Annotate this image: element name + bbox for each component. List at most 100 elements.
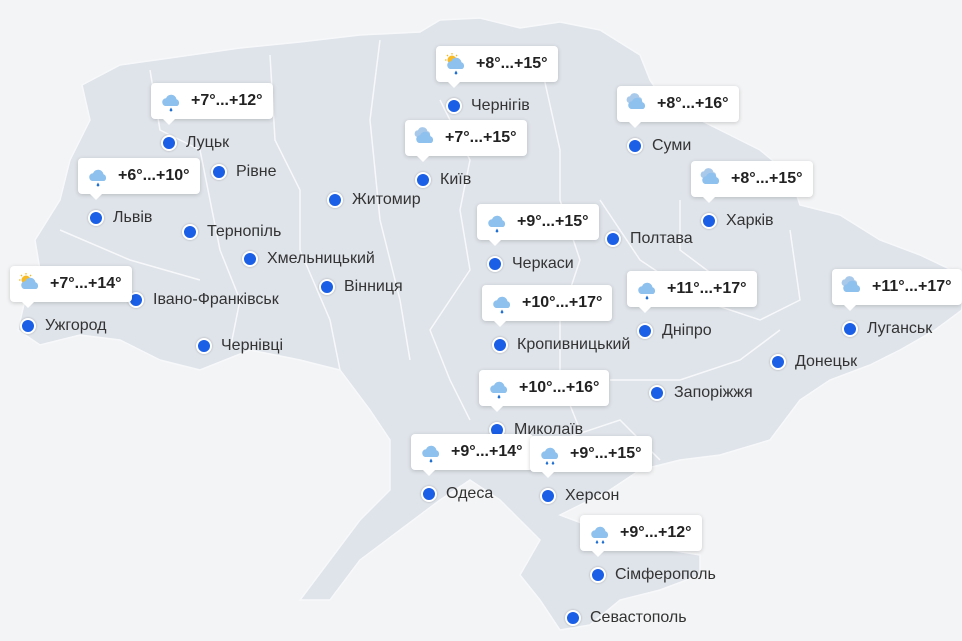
clouds-icon (841, 276, 861, 292)
city-label[interactable]: Луганськ (867, 320, 933, 337)
city-label[interactable]: Одеса (446, 485, 494, 502)
city-label[interactable]: Миколаїв (514, 421, 584, 438)
city-label[interactable]: Чернівці (221, 337, 284, 354)
city-label[interactable]: Суми (652, 137, 692, 154)
city-label[interactable]: Херсон (565, 487, 620, 504)
city-label[interactable]: Львів (113, 209, 153, 226)
city-dot-icon[interactable] (565, 610, 581, 626)
city-dot-icon[interactable] (446, 98, 462, 114)
city-label[interactable]: Хмельницький (267, 250, 375, 267)
forecast-popup[interactable]: +9°...+14° (411, 434, 533, 476)
cloud-heavy-rain-icon (591, 526, 609, 544)
city-dot-icon[interactable] (637, 323, 653, 339)
cloud-rain-icon (488, 215, 506, 233)
city-dot-icon[interactable] (20, 318, 36, 334)
city-label[interactable]: Запоріжжя (674, 384, 753, 401)
temperature-range: +9°...+14° (451, 443, 523, 460)
forecast-popup[interactable]: +8°...+15° (691, 161, 813, 203)
city-dot-icon[interactable] (415, 172, 431, 188)
city-marker[interactable]: Донецьк (770, 353, 857, 371)
city-dot-icon[interactable] (492, 337, 508, 353)
city-marker[interactable]: Чернівці (196, 337, 283, 355)
temperature-range: +11°...+17° (872, 278, 952, 295)
city-marker[interactable]: Дніпро (637, 322, 712, 340)
city-marker[interactable]: Тернопіль (182, 223, 281, 241)
city-marker[interactable]: Черкаси (487, 255, 574, 273)
city-dot-icon[interactable] (842, 321, 858, 337)
city-marker[interactable]: Хмельницький (242, 250, 375, 268)
city-label[interactable]: Сімферополь (615, 566, 716, 583)
city-label[interactable]: Луцьк (186, 134, 230, 151)
city-marker[interactable]: Суми (627, 137, 691, 155)
city-dot-icon[interactable] (161, 135, 177, 151)
city-label[interactable]: Кропивницький (517, 336, 631, 353)
temperature-range: +8°...+15° (476, 55, 548, 72)
city-marker[interactable]: Івано-Франківськ (128, 291, 279, 309)
city-dot-icon[interactable] (88, 210, 104, 226)
city-label[interactable]: Донецьк (795, 353, 858, 370)
forecast-popup[interactable]: +9°...+15° (530, 436, 652, 478)
forecast-popup[interactable]: +7°...+12° (151, 83, 273, 125)
city-dot-icon[interactable] (319, 279, 335, 295)
city-label[interactable]: Рівне (236, 163, 277, 180)
city-dot-icon[interactable] (196, 338, 212, 354)
forecast-popup[interactable]: +9°...+12° (580, 515, 702, 557)
forecast-popup[interactable]: +11°...+17° (832, 269, 962, 311)
city-marker[interactable]: Харків (701, 212, 774, 230)
city-marker[interactable]: Вінниця (319, 278, 403, 296)
forecast-popup[interactable]: +11°...+17° (627, 271, 757, 313)
temperature-range: +10°...+16° (519, 379, 600, 396)
clouds-icon (414, 127, 434, 143)
city-marker[interactable]: Київ (415, 171, 471, 189)
city-dot-icon[interactable] (421, 486, 437, 502)
forecast-popup[interactable]: +10°...+16° (479, 370, 610, 412)
city-label[interactable]: Дніпро (662, 322, 712, 339)
city-marker[interactable]: Рівне (211, 163, 276, 181)
city-dot-icon[interactable] (540, 488, 556, 504)
city-dot-icon[interactable] (590, 567, 606, 583)
forecast-popup[interactable]: +7°...+15° (405, 120, 527, 162)
city-marker[interactable]: Севастополь (565, 609, 687, 627)
forecast-popup[interactable]: +8°...+15° (436, 46, 558, 88)
city-marker[interactable]: Луганськ (842, 320, 932, 338)
city-label[interactable]: Київ (440, 171, 472, 188)
city-marker[interactable]: Кропивницький (492, 336, 630, 354)
forecast-popup[interactable]: +9°...+15° (477, 204, 599, 246)
temperature-range: +11°...+17° (667, 280, 747, 297)
city-label[interactable]: Черкаси (512, 255, 574, 272)
city-marker[interactable]: Сімферополь (590, 566, 716, 584)
city-label[interactable]: Полтава (630, 230, 693, 247)
city-dot-icon[interactable] (605, 231, 621, 247)
city-dot-icon[interactable] (649, 385, 665, 401)
city-marker[interactable]: Запоріжжя (649, 384, 753, 402)
city-label[interactable]: Ужгород (45, 317, 107, 334)
city-label[interactable]: Вінниця (344, 278, 403, 295)
city-marker[interactable]: Львів (88, 209, 152, 227)
city-label[interactable]: Чернігів (471, 97, 530, 114)
city-label[interactable]: Житомир (352, 191, 421, 208)
city-label[interactable]: Івано-Франківськ (153, 291, 279, 308)
city-marker[interactable]: Полтава (605, 230, 693, 248)
city-dot-icon[interactable] (487, 256, 503, 272)
city-label[interactable]: Харків (726, 212, 774, 229)
city-dot-icon[interactable] (182, 224, 198, 240)
forecast-popup[interactable]: +8°...+16° (617, 86, 739, 128)
city-label[interactable]: Севастополь (590, 609, 687, 626)
city-marker[interactable]: Херсон (540, 487, 619, 505)
city-label[interactable]: Тернопіль (207, 223, 282, 240)
city-dot-icon[interactable] (211, 164, 227, 180)
city-dot-icon[interactable] (627, 138, 643, 154)
city-marker[interactable]: Луцьк (161, 134, 229, 152)
city-dot-icon[interactable] (242, 251, 258, 267)
city-marker[interactable]: Житомир (327, 191, 421, 209)
city-dot-icon[interactable] (327, 192, 343, 208)
temperature-range: +8°...+15° (731, 170, 803, 187)
city-marker[interactable]: Одеса (421, 485, 493, 503)
forecast-popup[interactable]: +7°...+14° (10, 266, 132, 308)
city-dot-icon[interactable] (770, 354, 786, 370)
city-marker[interactable]: Чернігів (446, 97, 530, 115)
city-dot-icon[interactable] (701, 213, 717, 229)
city-marker[interactable]: Ужгород (20, 317, 107, 335)
forecast-popup[interactable]: +6°...+10° (78, 158, 200, 200)
forecast-popup[interactable]: +10°...+17° (482, 285, 613, 327)
